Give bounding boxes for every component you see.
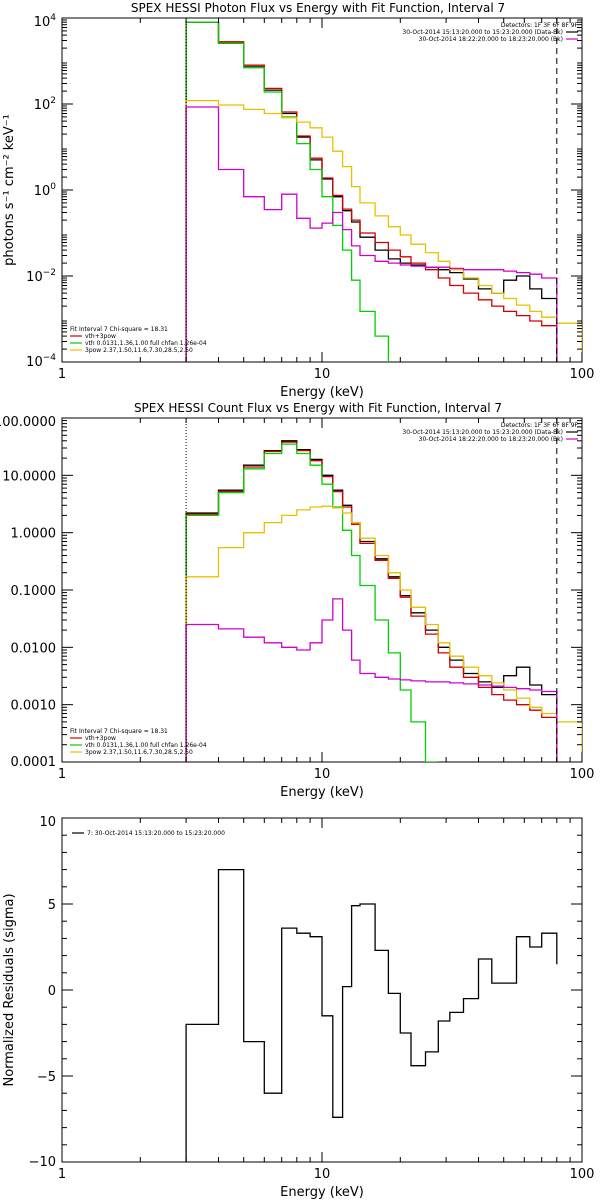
legend-entry: vth+3pow [85,333,116,340]
y-axis-label: Normalized Residuals (sigma) [2,893,17,1086]
y-tick-label: 100.0000 [0,415,56,430]
y-tick-label: 102 [34,96,56,113]
x-tick-label: 100 [570,767,595,782]
legend-entry: 30-Oct-2014 15:13:20.000 to 15:23:20.000… [402,429,563,436]
legend-entry: 3pow 2.37,1.50,11.6,7.30,28.5,2.50 [85,749,193,756]
x-tick-label: 10 [314,367,331,382]
series-residuals-line [185,868,558,1162]
series-3pow-line [185,99,582,362]
x-axis-label: Energy (keV) [280,785,364,800]
legend-entry: 30-Oct-2014 18:22:20.000 to 18:23:20.000… [419,36,563,43]
y-tick-label: 0.0010 [11,699,57,714]
x-tick-label: 100 [570,1167,595,1182]
legend-entry: vth 0.0131,1.36,1.00 full chfan 1.26e-04 [85,340,207,347]
y-tick-label: 5 [48,898,56,913]
y-tick-label: −5 [37,1070,56,1085]
series-layer [185,21,582,362]
legend-entry: 3pow 2.37,1.50,11.6,7.30,28.5,2.50 [85,347,193,354]
legend-bottom: Fit Interval 7 Chi-square = 18.31vth+3po… [70,728,207,756]
x-axis-ticks: 1 10 100 [58,418,595,782]
x-tick-label: 100 [570,367,595,382]
y-tick-label: 0.0001 [11,755,57,770]
reference-lines [185,418,558,762]
legend-header: Fit Interval 7 Chi-square = 18.31 [70,326,168,333]
x-axis-label: Energy (keV) [280,385,364,400]
legend-entry: vth 0.0131,1.36,1.00 full chfan 1.26e-04 [85,742,207,749]
y-tick-label: 0 [48,984,56,999]
series-data-bk-line [185,440,558,762]
legend-entry: vth+3pow [85,735,116,742]
x-axis-ticks: 1 10 100 [58,818,595,1182]
legend-top: 7: 30-Oct-2014 15:13:20.000 to 15:23:20.… [72,830,225,837]
y-axis-ticks: 10−4 10−2 100 102 104 [26,13,582,370]
y-tick-label: 0.1000 [11,584,57,599]
y-axis-ticks: −10 −5 0 5 10 [29,815,582,1170]
legend-header: Detectors: 1F 3F 6F 8F 9F [501,22,579,29]
series-3pow-line [185,505,582,762]
x-tick-label: 1 [58,1167,66,1182]
y-tick-label: 10−4 [26,353,56,370]
y-axis-label: photons s⁻¹ cm⁻² keV⁻¹ [2,114,17,266]
y-tick-label: 10 [39,815,56,830]
y-tick-label: 1.0000 [11,527,57,542]
series-layer [185,440,582,762]
series-bk-line [185,106,558,362]
legend-header: Fit Interval 7 Chi-square = 18.31 [70,728,168,735]
photon-flux-panel: SPEX HESSI Photon Flux vs Energy with Fi… [2,1,594,400]
y-tick-label: 104 [34,13,57,30]
x-axis-ticks: 1 10 100 [58,18,595,382]
count-flux-panel: SPEX HESSI Count Flux vs Energy with Fit… [0,401,594,800]
x-axis-label: Energy (keV) [280,1185,364,1200]
x-tick-label: 1 [58,767,66,782]
chart-title: SPEX HESSI Count Flux vs Energy with Fit… [134,401,502,415]
series-vth-line [185,21,401,362]
residuals-panel: 1 10 100 −10 −5 0 5 10 Energy (keV) Normalized… [2,815,594,1200]
x-tick-label: 10 [314,1167,331,1182]
series-layer [185,868,558,1162]
legend-header: Detectors: 1F 3F 6F 8F 9F [501,422,579,429]
series-bk-line [185,598,558,762]
y-tick-label: 100 [34,182,57,199]
x-tick-label: 10 [314,767,331,782]
y-tick-label: 10.0000 [2,469,56,484]
legend-entry: 7: 30-Oct-2014 15:13:20.000 to 15:23:20.… [87,830,225,837]
y-tick-label: 0.0100 [11,641,57,656]
y-tick-label: 10−2 [26,268,56,285]
legend-bottom: Fit Interval 7 Chi-square = 18.31vth+3po… [70,326,207,354]
reference-lines [185,18,558,362]
x-tick-label: 1 [58,367,66,382]
y-tick-label: −10 [29,1155,56,1170]
y-axis-ticks: 0.0001 0.0010 0.0100 0.1000 1.0000 10.0000 100… [0,415,582,770]
legend-entry: 30-Oct-2014 15:13:20.000 to 15:23:20.000… [402,29,563,36]
legend-entry: 30-Oct-2014 18:22:20.000 to 18:23:20.000… [419,436,563,443]
chart-title: SPEX HESSI Photon Flux vs Energy with Fi… [131,1,505,15]
